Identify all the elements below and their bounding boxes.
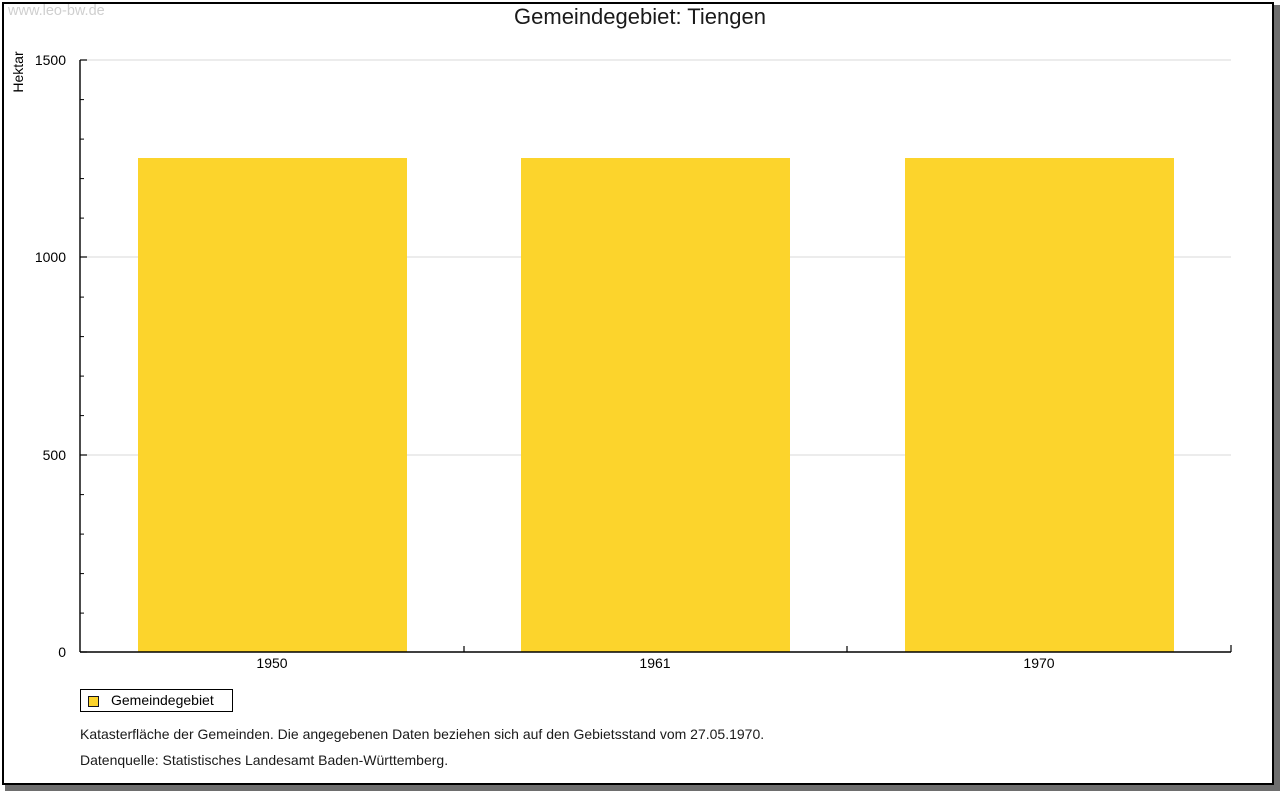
svg-text:0: 0 xyxy=(58,644,66,660)
svg-text:1950: 1950 xyxy=(256,655,287,671)
svg-text:1000: 1000 xyxy=(35,249,66,265)
svg-text:1970: 1970 xyxy=(1023,655,1054,671)
svg-text:1961: 1961 xyxy=(639,655,670,671)
svg-text:500: 500 xyxy=(43,447,67,463)
svg-text:1500: 1500 xyxy=(35,52,66,68)
